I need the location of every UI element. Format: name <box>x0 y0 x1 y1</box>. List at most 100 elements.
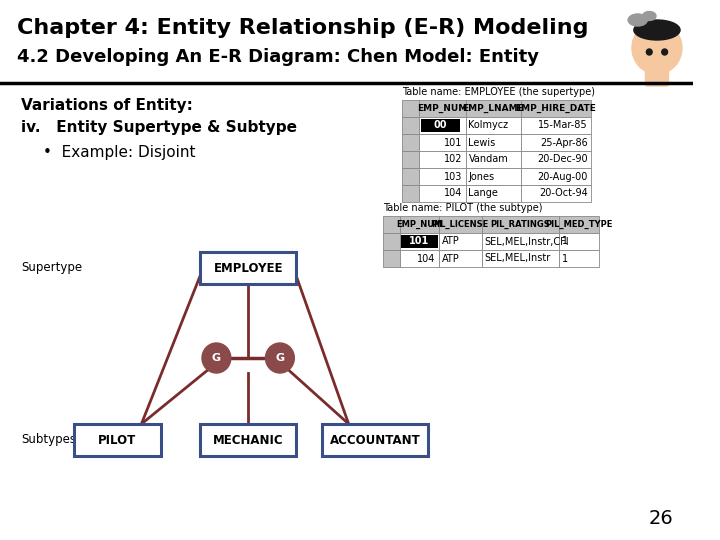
Bar <box>200 424 296 456</box>
Bar <box>482 216 559 233</box>
Bar <box>383 233 400 250</box>
Text: PIL_RATINGS: PIL_RATINGS <box>490 220 550 229</box>
Bar <box>466 117 521 134</box>
Text: EMP_NUM: EMP_NUM <box>396 220 443 229</box>
Text: 20-Oct-94: 20-Oct-94 <box>539 188 588 199</box>
Bar <box>421 119 460 132</box>
Bar <box>200 252 296 284</box>
Text: EMP_LNAME: EMP_LNAME <box>462 104 524 113</box>
Text: ATP: ATP <box>441 253 459 264</box>
Text: SEL,MEL,Instr,CFI: SEL,MEL,Instr,CFI <box>485 237 570 246</box>
Text: PIL_MED_TYPE: PIL_MED_TYPE <box>545 220 613 229</box>
Bar <box>521 168 590 185</box>
Bar <box>323 424 428 456</box>
Text: Lange: Lange <box>469 188 498 199</box>
Bar <box>438 250 482 267</box>
Text: 104: 104 <box>444 188 463 199</box>
Ellipse shape <box>634 20 680 40</box>
Bar <box>521 151 590 168</box>
Bar <box>559 250 599 267</box>
Bar <box>402 168 419 185</box>
Bar <box>419 168 466 185</box>
Bar <box>400 250 438 267</box>
Text: •  Example: Disjoint: • Example: Disjoint <box>43 145 196 160</box>
Bar <box>521 185 590 202</box>
Bar <box>521 134 590 151</box>
Bar <box>466 100 521 117</box>
Bar <box>402 185 419 202</box>
Text: 20-Aug-00: 20-Aug-00 <box>537 172 588 181</box>
Bar <box>521 117 590 134</box>
Text: ACCOUNTANT: ACCOUNTANT <box>330 434 420 447</box>
Bar <box>383 250 400 267</box>
Text: Subtypes: Subtypes <box>21 434 76 447</box>
Circle shape <box>202 343 231 373</box>
Text: 26: 26 <box>649 509 673 528</box>
Bar <box>482 250 559 267</box>
Text: Variations of Entity:: Variations of Entity: <box>21 98 193 113</box>
Text: Jones: Jones <box>469 172 495 181</box>
Text: 101: 101 <box>444 138 463 147</box>
Bar <box>400 216 438 233</box>
Bar <box>559 233 599 250</box>
Bar <box>419 151 466 168</box>
Text: 25-Apr-86: 25-Apr-86 <box>540 138 588 147</box>
Text: iv.   Entity Supertype & Subtype: iv. Entity Supertype & Subtype <box>21 120 297 135</box>
Bar <box>402 117 419 134</box>
Bar <box>74 424 161 456</box>
Text: Table name: PILOT (the subtype): Table name: PILOT (the subtype) <box>383 203 542 213</box>
Bar <box>401 235 438 248</box>
Text: Chapter 4: Entity Relationship (E-R) Modeling: Chapter 4: Entity Relationship (E-R) Mod… <box>17 18 589 38</box>
Text: EMP_HIRE_DATE: EMP_HIRE_DATE <box>516 104 596 113</box>
Text: Vandam: Vandam <box>469 154 508 165</box>
Bar <box>419 100 466 117</box>
Text: 101: 101 <box>409 237 430 246</box>
Circle shape <box>632 22 682 74</box>
Bar <box>559 216 599 233</box>
Text: SEL,MEL,Instr: SEL,MEL,Instr <box>485 253 551 264</box>
Text: Table name: EMPLOYEE (the supertype): Table name: EMPLOYEE (the supertype) <box>402 87 595 97</box>
Text: 102: 102 <box>444 154 463 165</box>
Bar <box>400 233 438 250</box>
Bar <box>383 216 400 233</box>
Bar <box>521 100 590 117</box>
Bar <box>419 185 466 202</box>
Ellipse shape <box>642 11 656 21</box>
Text: PIL_LICENSE: PIL_LICENSE <box>431 220 489 229</box>
FancyBboxPatch shape <box>645 64 668 86</box>
Text: PILOT: PILOT <box>98 434 137 447</box>
Text: EMPLOYEE: EMPLOYEE <box>213 261 283 274</box>
Text: G: G <box>212 353 221 363</box>
Text: 15-Mar-85: 15-Mar-85 <box>538 120 588 131</box>
Text: 1: 1 <box>562 237 568 246</box>
Text: ATP: ATP <box>441 237 459 246</box>
Bar <box>482 233 559 250</box>
Bar <box>419 117 466 134</box>
Bar <box>466 151 521 168</box>
Bar <box>466 185 521 202</box>
Bar <box>402 100 419 117</box>
Text: 103: 103 <box>444 172 463 181</box>
Bar <box>402 134 419 151</box>
Text: 00: 00 <box>433 120 447 131</box>
Text: 104: 104 <box>418 253 436 264</box>
Text: EMP_NUM: EMP_NUM <box>418 104 467 113</box>
Text: Supertype: Supertype <box>21 261 82 274</box>
Circle shape <box>647 49 652 55</box>
Bar <box>466 134 521 151</box>
Circle shape <box>662 49 667 55</box>
Bar <box>438 233 482 250</box>
Text: 4.2 Developing An E-R Diagram: Chen Model: Entity: 4.2 Developing An E-R Diagram: Chen Mode… <box>17 48 539 66</box>
Text: G: G <box>275 353 284 363</box>
Bar <box>438 216 482 233</box>
Text: Kolmycz: Kolmycz <box>469 120 508 131</box>
Text: 20-Dec-90: 20-Dec-90 <box>537 154 588 165</box>
Text: Lewis: Lewis <box>469 138 495 147</box>
Bar <box>402 151 419 168</box>
Text: 1: 1 <box>562 253 568 264</box>
Bar <box>419 134 466 151</box>
Circle shape <box>266 343 294 373</box>
Ellipse shape <box>628 14 647 26</box>
Bar <box>466 168 521 185</box>
Text: MECHANIC: MECHANIC <box>213 434 284 447</box>
